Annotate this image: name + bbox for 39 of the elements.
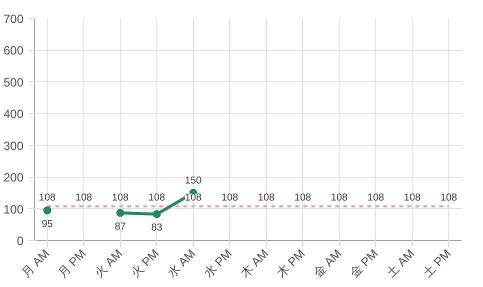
- x-tick-label: 月 AM: [18, 246, 52, 280]
- x-tick-label: 木 AM: [238, 246, 272, 280]
- point: [116, 208, 124, 217]
- data-label: 87: [114, 221, 126, 232]
- y-tick-label: 0: [16, 234, 24, 248]
- point: [152, 210, 161, 218]
- x-tick-label: 水 AM: [164, 246, 198, 280]
- data-label: 108: [440, 192, 458, 204]
- data-label: 108: [367, 192, 385, 204]
- data-label: 108: [330, 192, 348, 204]
- x-tick-label: 火 AM: [92, 246, 126, 280]
- data-label: 83: [151, 222, 163, 234]
- y-tick-label: 500: [3, 75, 24, 90]
- x-tick-label: 金 PM: [347, 246, 381, 280]
- y-tick-label: 100: [3, 202, 24, 216]
- data-label: 150: [184, 175, 202, 186]
- data-label: 108: [38, 192, 56, 204]
- x-tick-label: 金 AM: [310, 246, 344, 280]
- y-tick-label: 400: [3, 107, 24, 122]
- x-tick-label: 月 PM: [55, 246, 89, 280]
- x-tick-label: 水 PM: [201, 246, 235, 280]
- data-label: 108: [112, 192, 130, 204]
- x-tick-label: 土 AM: [384, 246, 418, 280]
- y-tick-label: 700: [3, 12, 24, 26]
- data-label: 108: [184, 192, 202, 204]
- data-label: 95: [42, 218, 54, 230]
- y-tick-label: 600: [3, 44, 24, 58]
- x-tick-label: 土 PM: [420, 246, 454, 280]
- x-tick-label: 木 PM: [274, 246, 308, 280]
- data-label: 108: [221, 192, 239, 204]
- data-label: 108: [75, 192, 93, 204]
- point: [43, 206, 52, 214]
- data-label: 108: [258, 192, 276, 204]
- y-tick-label: 200: [3, 170, 24, 185]
- x-tick-label: 火 PM: [128, 246, 162, 280]
- data-label: 108: [294, 192, 312, 204]
- data-label: 108: [148, 192, 166, 204]
- y-tick-label: 300: [3, 138, 24, 153]
- data-label: 108: [404, 192, 422, 204]
